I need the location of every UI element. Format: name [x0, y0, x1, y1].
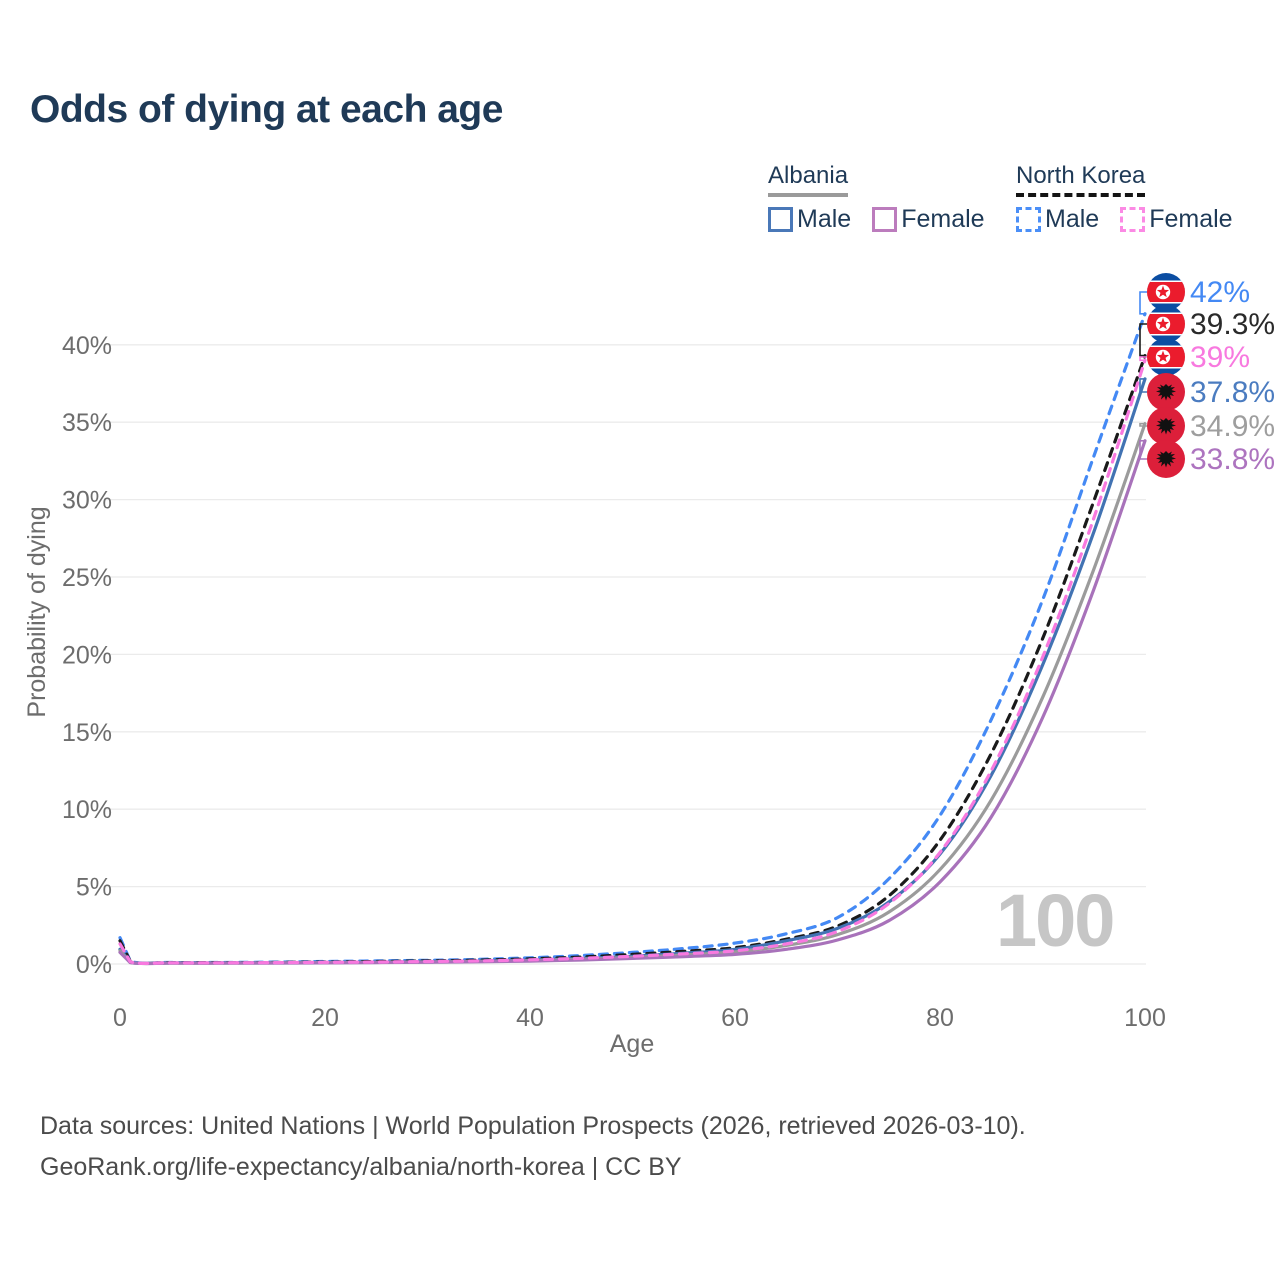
- legend-item-albania-female[interactable]: Female: [872, 205, 985, 234]
- albania-flag-icon: [1147, 407, 1185, 445]
- legend-title-north-korea: North Korea: [1016, 162, 1146, 197]
- label-connector: [1139, 440, 1147, 460]
- series-line-north-korea-female: [118, 358, 1147, 965]
- y-tick-label: 25%: [62, 564, 112, 592]
- x-axis-title: Age: [610, 1030, 654, 1058]
- label-connector: [1139, 291, 1147, 315]
- series-line-albania-male: [118, 377, 1147, 965]
- label-connector: [1139, 422, 1147, 427]
- end-value-label-north-korea-male: 42%: [1190, 276, 1250, 309]
- end-value-label-albania-female: 33.8%: [1190, 443, 1275, 476]
- legend-item-north-korea-male[interactable]: Male: [1016, 205, 1099, 234]
- y-tick-label: 15%: [62, 719, 112, 747]
- legend-group-albania: Albania Male Female: [768, 162, 985, 234]
- north-korea-flag-icon: [1147, 273, 1185, 311]
- albania-male-swatch-icon: [768, 207, 793, 232]
- y-tick-label: 35%: [62, 409, 112, 437]
- albania-female-swatch-icon: [872, 207, 898, 232]
- north-korea-male-swatch-icon: [1016, 207, 1041, 232]
- footer: Data sources: United Nations | World Pop…: [40, 1106, 1026, 1187]
- legend-label: Female: [1149, 205, 1233, 233]
- end-value-label-albania-total: 34.9%: [1190, 410, 1275, 443]
- x-tick-label: 40: [516, 1004, 544, 1032]
- x-tick-label: 20: [311, 1004, 339, 1032]
- legend-label: Female: [901, 205, 985, 233]
- x-tick-label: 100: [1124, 1004, 1166, 1032]
- label-connector: [1139, 378, 1147, 393]
- x-tick-label: 0: [113, 1004, 127, 1032]
- footer-attribution: GeoRank.org/life-expectancy/albania/nort…: [40, 1152, 682, 1181]
- albania-flag-icon: [1147, 440, 1185, 478]
- legend-item-north-korea-female[interactable]: Female: [1120, 205, 1233, 234]
- legend-group-north-korea: North Korea Male Female: [1016, 162, 1233, 234]
- series-line-north-korea-male: [118, 312, 1147, 965]
- label-connector: [1139, 356, 1147, 362]
- series-line-albania-female: [118, 439, 1147, 966]
- legend-item-albania-male[interactable]: Male: [768, 205, 851, 234]
- end-value-label-north-korea-female: 39%: [1190, 341, 1250, 374]
- y-tick-label: 20%: [62, 641, 112, 669]
- y-axis-title: Probability of dying: [23, 506, 51, 717]
- series-line-albania-total: [118, 422, 1147, 966]
- albania-flag-icon: [1147, 373, 1185, 411]
- legend-title-albania: Albania: [768, 162, 849, 197]
- legend-label: Male: [1045, 205, 1100, 233]
- north-korea-female-swatch-icon: [1120, 207, 1146, 232]
- north-korea-flag-icon: [1147, 305, 1185, 343]
- x-tick-label: 80: [926, 1004, 954, 1032]
- y-tick-label: 30%: [62, 487, 112, 515]
- north-korea-flag-icon: [1147, 338, 1185, 376]
- y-tick-label: 0%: [76, 951, 112, 979]
- footer-sources: Data sources: United Nations | World Pop…: [40, 1112, 1026, 1140]
- legend-label: Male: [797, 205, 852, 233]
- end-value-label-albania-male: 37.8%: [1190, 376, 1275, 409]
- y-tick-label: 10%: [62, 796, 112, 824]
- label-connector: [1139, 323, 1147, 357]
- legend: Albania Male Female North Korea Male Fem…: [0, 162, 1280, 242]
- page-title: Odds of dying at each age: [30, 88, 503, 131]
- y-tick-label: 5%: [76, 874, 112, 902]
- end-value-label-north-korea-total: 39.3%: [1190, 308, 1275, 341]
- age-counter-watermark: 100: [996, 879, 1115, 962]
- y-tick-label: 40%: [62, 332, 112, 360]
- series-line-north-korea-total: [118, 354, 1147, 965]
- x-tick-label: 60: [721, 1004, 749, 1032]
